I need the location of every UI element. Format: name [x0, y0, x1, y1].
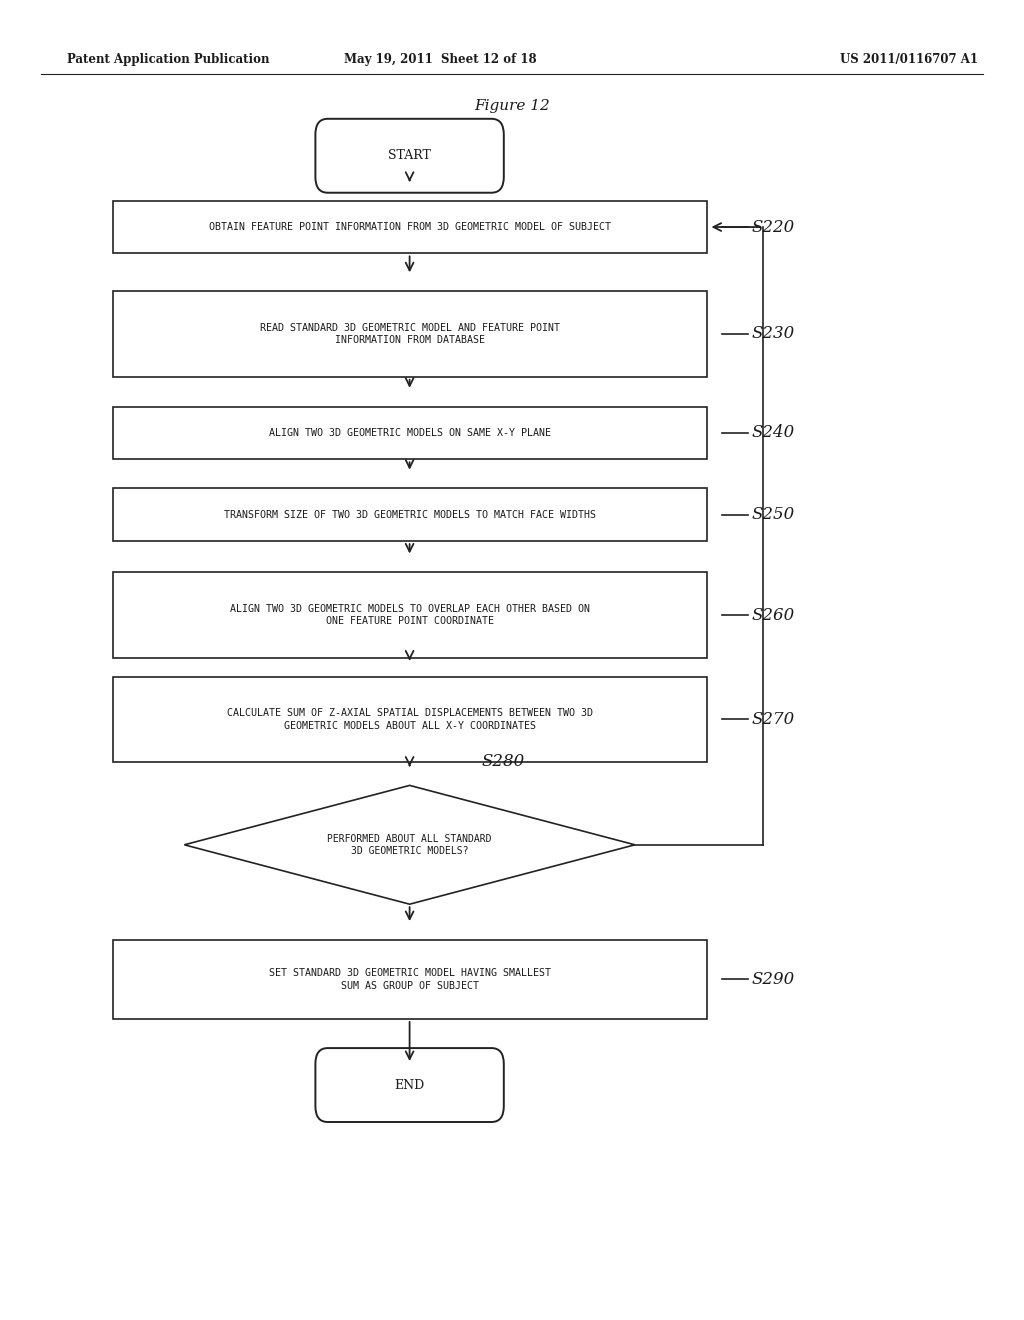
Bar [113, 488, 707, 541]
Text: S240: S240 [752, 425, 795, 441]
Text: S250: S250 [752, 507, 795, 523]
Text: S280: S280 [481, 754, 524, 770]
Text: OBTAIN FEATURE POINT INFORMATION FROM 3D GEOMETRIC MODEL OF SUBJECT: OBTAIN FEATURE POINT INFORMATION FROM 3D… [209, 222, 610, 232]
Bar [113, 201, 707, 253]
Text: Figure 12: Figure 12 [474, 99, 550, 112]
Text: S220: S220 [752, 219, 795, 235]
Text: S270: S270 [752, 711, 795, 727]
Text: END: END [394, 1078, 425, 1092]
Polygon shape [184, 785, 635, 904]
Text: CALCULATE SUM OF Z-AXIAL SPATIAL DISPLACEMENTS BETWEEN TWO 3D
GEOMETRIC MODELS A: CALCULATE SUM OF Z-AXIAL SPATIAL DISPLAC… [226, 709, 593, 730]
Text: S230: S230 [752, 326, 795, 342]
Bar [113, 573, 707, 657]
FancyBboxPatch shape [315, 1048, 504, 1122]
Text: SET STANDARD 3D GEOMETRIC MODEL HAVING SMALLEST
SUM AS GROUP OF SUBJECT: SET STANDARD 3D GEOMETRIC MODEL HAVING S… [268, 969, 551, 990]
Text: US 2011/0116707 A1: US 2011/0116707 A1 [840, 53, 978, 66]
Text: START: START [388, 149, 431, 162]
FancyBboxPatch shape [315, 119, 504, 193]
Text: READ STANDARD 3D GEOMETRIC MODEL AND FEATURE POINT
INFORMATION FROM DATABASE: READ STANDARD 3D GEOMETRIC MODEL AND FEA… [260, 323, 559, 345]
Text: ALIGN TWO 3D GEOMETRIC MODELS ON SAME X-Y PLANE: ALIGN TWO 3D GEOMETRIC MODELS ON SAME X-… [268, 428, 551, 438]
Bar [113, 290, 707, 378]
Text: ALIGN TWO 3D GEOMETRIC MODELS TO OVERLAP EACH OTHER BASED ON
ONE FEATURE POINT C: ALIGN TWO 3D GEOMETRIC MODELS TO OVERLAP… [229, 605, 590, 626]
Bar [113, 407, 707, 459]
Text: PERFORMED ABOUT ALL STANDARD
3D GEOMETRIC MODELS?: PERFORMED ABOUT ALL STANDARD 3D GEOMETRI… [328, 834, 492, 855]
Text: TRANSFORM SIZE OF TWO 3D GEOMETRIC MODELS TO MATCH FACE WIDTHS: TRANSFORM SIZE OF TWO 3D GEOMETRIC MODEL… [223, 510, 596, 520]
Bar [113, 677, 707, 763]
Bar [113, 940, 707, 1019]
Text: May 19, 2011  Sheet 12 of 18: May 19, 2011 Sheet 12 of 18 [344, 53, 537, 66]
Text: S260: S260 [752, 607, 795, 623]
Text: S290: S290 [752, 972, 795, 987]
Text: Patent Application Publication: Patent Application Publication [67, 53, 269, 66]
